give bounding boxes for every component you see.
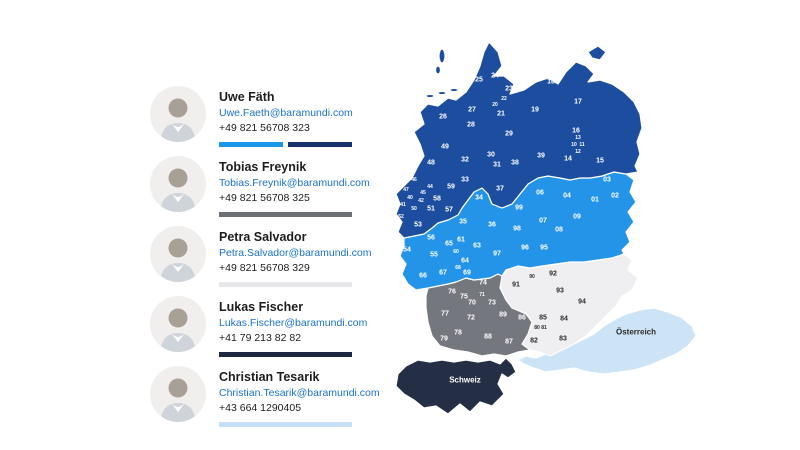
contact-name: Uwe Fäth: [219, 90, 275, 104]
country-label-ch: Schweiz: [449, 375, 481, 385]
map-island-ruegen: [587, 45, 607, 61]
contact-email-link[interactable]: Tobias.Freynik@baramundi.com: [219, 177, 370, 190]
germany-map-svg: [395, 41, 697, 415]
contact-phone: +41 79 213 82 82: [219, 331, 302, 344]
contact-phone: +43 664 1290405: [219, 401, 302, 414]
region-color-segment: [219, 211, 352, 217]
contact-region-color-bar: [219, 421, 352, 427]
map-region-north: [395, 41, 643, 239]
person-portrait-icon: [150, 156, 206, 212]
contact-region-color-bar: [219, 281, 352, 287]
region-color-segment: [219, 281, 352, 287]
region-color-segment: [288, 141, 352, 147]
contact-info: Tobias Freynik Tobias.Freynik@baramundi.…: [219, 156, 370, 217]
avatar-photo: [150, 296, 206, 352]
region-color-segment: [219, 351, 352, 357]
contact-info: Lukas Fischer Lukas.Fischer@baramundi.co…: [219, 296, 367, 357]
contact-card: Uwe Fäth Uwe.Faeth@baramundi.com +49 821…: [150, 86, 400, 147]
region-color-segment: [219, 141, 283, 147]
map-island-amrum: [434, 65, 442, 75]
avatar-photo: [150, 86, 206, 142]
contact-name: Christian Tesarik: [219, 370, 320, 384]
contact-info: Uwe Fäth Uwe.Faeth@baramundi.com +49 821…: [219, 86, 353, 147]
map-island-sylt: [438, 48, 446, 64]
map-region-switzerland: [395, 357, 517, 415]
contact-email-link[interactable]: Lukas.Fischer@baramundi.com: [219, 317, 368, 330]
contact-region-color-bar: [219, 141, 352, 147]
person-portrait-icon: [150, 296, 206, 352]
contact-card: Lukas Fischer Lukas.Fischer@baramundi.co…: [150, 296, 400, 357]
contact-name: Petra Salvador: [219, 230, 307, 244]
person-portrait-icon: [150, 366, 206, 422]
contact-name: Tobias Freynik: [219, 160, 307, 174]
map-island-frisian-2: [437, 90, 447, 96]
contact-list: Uwe Fäth Uwe.Faeth@baramundi.com +49 821…: [150, 86, 400, 436]
contact-card: Petra Salvador Petra.Salvador@baramundi.…: [150, 226, 400, 287]
contact-info: Christian Tesarik Christian.Tesarik@bara…: [219, 366, 380, 427]
contact-email-link[interactable]: Christian.Tesarik@baramundi.com: [219, 387, 380, 400]
contact-name: Lukas Fischer: [219, 300, 304, 314]
contact-email-link[interactable]: Uwe.Faeth@baramundi.com: [219, 107, 353, 120]
region-color-segment: [219, 421, 352, 427]
avatar-photo: [150, 156, 206, 212]
contact-card: Tobias Freynik Tobias.Freynik@baramundi.…: [150, 156, 400, 217]
contact-phone: +49 821 56708 329: [219, 261, 310, 274]
person-portrait-icon: [150, 86, 206, 142]
contact-region-color-bar: [219, 211, 352, 217]
country-label-at: Österreich: [615, 327, 657, 337]
contact-email-link[interactable]: Petra.Salvador@baramundi.com: [219, 247, 372, 260]
contact-phone: +49 821 56708 323: [219, 121, 310, 134]
contact-card: Christian Tesarik Christian.Tesarik@bara…: [150, 366, 400, 427]
map-island-frisian-1: [425, 93, 435, 99]
sales-region-map: 25 24 23 22 20 18 17 19 21 26 27 28 29 16 49 30 39 14 15 48…: [390, 8, 710, 438]
avatar-photo: [150, 226, 206, 282]
contact-region-color-bar: [219, 351, 352, 357]
map-island-frisian-3: [449, 87, 459, 93]
avatar-photo: [150, 366, 206, 422]
contact-info: Petra Salvador Petra.Salvador@baramundi.…: [219, 226, 371, 287]
person-portrait-icon: [150, 226, 206, 282]
contact-phone: +49 821 56708 325: [219, 191, 310, 204]
